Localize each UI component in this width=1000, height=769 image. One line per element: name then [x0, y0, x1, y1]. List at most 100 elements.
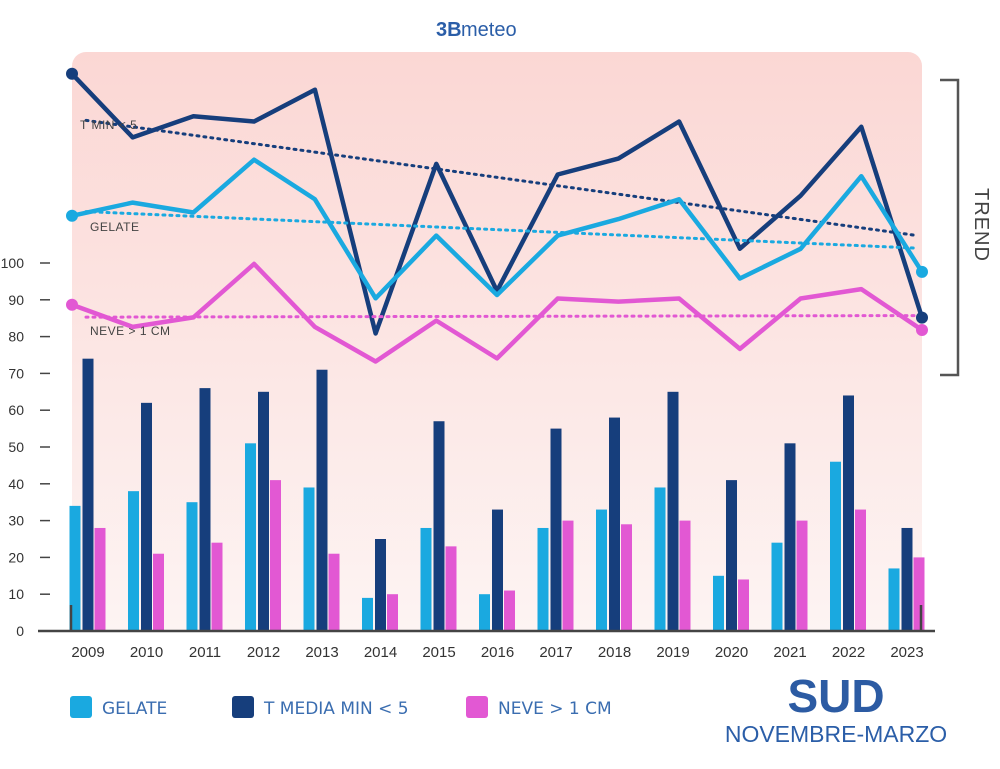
y-tick-label: 20 — [8, 549, 24, 565]
legend-label-tmin: T MEDIA MIN < 5 — [263, 699, 409, 719]
bar-gelate-2014 — [362, 597, 373, 631]
bar-neve-2010 — [153, 553, 164, 631]
legend-label-neve: NEVE > 1 CM — [498, 699, 612, 719]
y-tick-label: 90 — [8, 292, 24, 308]
bar-neve-2019 — [679, 520, 691, 631]
trend-line-tmin — [70, 72, 925, 336]
x-tick-label: 2009 — [71, 644, 104, 661]
bar-neve-2013 — [328, 553, 340, 631]
trend-regression-tmin — [84, 118, 920, 238]
trend-label-gelate: GELATE — [90, 220, 139, 234]
x-tick-label: 2018 — [598, 644, 631, 661]
x-tick-label: 2023 — [890, 644, 923, 661]
bar-gelate-2015 — [420, 527, 432, 631]
bar-tmin-2014 — [375, 539, 386, 631]
trend-area: T MIN < 5 GELATE NEVE > 1 CM — [66, 67, 928, 364]
legend-swatch-gelate — [70, 696, 92, 718]
bar-tmin-2018 — [609, 417, 620, 631]
x-tick-label: 2013 — [305, 644, 338, 661]
bar-gelate-2018 — [596, 509, 607, 631]
y-tick-label: 50 — [8, 439, 24, 455]
bar-neve-2015 — [445, 546, 457, 631]
bar-gelate-2022 — [830, 461, 841, 631]
bar-tmin-2015 — [433, 421, 445, 631]
title-region: SUD — [787, 670, 884, 722]
bar-tmin-2021 — [784, 443, 796, 631]
bar-tmin-2016 — [492, 509, 503, 631]
trend-start-marker-neve — [66, 298, 78, 311]
trend-bracket: TREND — [940, 78, 992, 377]
bar-gelate-2020 — [713, 575, 724, 631]
bar-gelate-2010 — [128, 491, 139, 631]
bar-tmin-2019 — [667, 391, 679, 631]
legend: GELATE T MEDIA MIN < 5 NEVE > 1 CM — [70, 696, 612, 719]
trend-regression-neve — [84, 314, 920, 319]
trend-bracket-line — [940, 78, 960, 377]
trend-end-marker-tmin — [916, 311, 928, 324]
trend-regression-gelate — [84, 210, 920, 250]
plot-background — [72, 52, 922, 632]
y-tick-label: 10 — [8, 586, 24, 602]
bar-series — [69, 358, 925, 631]
bar-tmin-2013 — [316, 369, 328, 631]
trend-start-marker-gelate — [66, 209, 78, 222]
bar-neve-2012 — [270, 480, 281, 631]
bar-gelate-2011 — [186, 502, 198, 631]
bar-tmin-2011 — [199, 388, 211, 631]
x-tick-label: 2015 — [422, 644, 455, 661]
bar-gelate-2016 — [479, 594, 490, 631]
bar-tmin-2012 — [258, 391, 269, 631]
logo-number: 3B — [436, 19, 462, 41]
bar-neve-2022 — [855, 509, 866, 631]
logo-text: meteo — [461, 19, 517, 41]
trend-end-marker-neve — [916, 324, 928, 336]
bar-gelate-2021 — [771, 542, 783, 631]
bar-neve-2023 — [913, 557, 925, 631]
trend-label: TREND — [970, 188, 992, 262]
trend-label-neve: NEVE > 1 CM — [90, 324, 171, 338]
bar-neve-2018 — [621, 524, 632, 631]
y-tick-label: 80 — [8, 329, 24, 345]
bar-gelate-2009 — [69, 505, 81, 631]
y-axis: 0 10 20 30 40 50 60 70 80 90 100 — [1, 255, 50, 639]
bar-neve-2021 — [796, 520, 808, 631]
x-tick-label: 2020 — [715, 644, 748, 661]
x-tick-label: 2012 — [247, 644, 280, 661]
bar-neve-2020 — [738, 579, 749, 631]
logo: 3B meteo — [436, 19, 517, 41]
x-tick-label: 2022 — [832, 644, 865, 661]
bar-tmin-2023 — [901, 527, 913, 631]
x-tick-label: 2016 — [481, 644, 514, 661]
trend-label-tmin: T MIN < 5 — [80, 118, 137, 132]
title-block: SUD NOVEMBRE-MARZO — [725, 670, 947, 747]
x-tick-label: 2011 — [189, 644, 221, 661]
bar-tmin-2010 — [141, 402, 152, 631]
trend-line-gelate — [71, 157, 924, 301]
bar-neve-2016 — [504, 590, 515, 631]
y-tick-label: 0 — [16, 623, 24, 639]
bar-gelate-2017 — [537, 527, 549, 631]
bar-neve-2009 — [94, 527, 106, 631]
bar-gelate-2013 — [303, 487, 315, 631]
bar-gelate-2019 — [654, 487, 666, 631]
bar-tmin-2009 — [82, 358, 94, 631]
bar-neve-2017 — [562, 520, 574, 631]
y-tick-label: 70 — [8, 365, 24, 381]
bar-neve-2014 — [387, 594, 398, 631]
bar-gelate-2023 — [888, 568, 900, 631]
bar-tmin-2020 — [726, 480, 737, 631]
legend-swatch-tmin — [232, 696, 254, 718]
bar-gelate-2012 — [245, 443, 256, 631]
trend-start-marker-tmin — [66, 67, 78, 80]
y-tick-label: 60 — [8, 402, 24, 418]
bar-neve-2011 — [211, 542, 223, 631]
title-period: NOVEMBRE-MARZO — [725, 721, 947, 747]
trend-end-marker-gelate — [916, 265, 928, 278]
legend-swatch-neve — [466, 696, 488, 718]
bar-tmin-2017 — [550, 428, 562, 631]
x-axis: 2009 2010 2011 2012 2013 2014 2015 2016 2017 2018… — [38, 605, 935, 661]
y-tick-label: 100 — [1, 255, 25, 271]
x-tick-label: 2017 — [539, 644, 572, 661]
y-tick-label: 40 — [8, 476, 24, 492]
